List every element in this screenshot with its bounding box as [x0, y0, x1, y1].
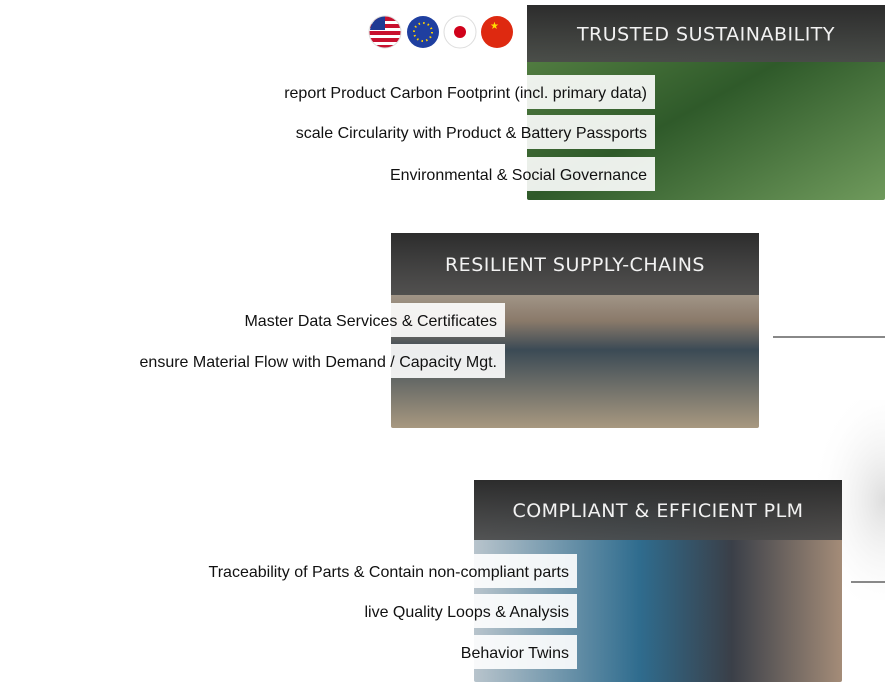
item-text: scale Circularity with Product & Battery…: [296, 125, 647, 142]
flag-eu: [407, 16, 439, 48]
item-text: Behavior Twins: [461, 645, 569, 662]
section-title: TRUSTED SUSTAINABILITY: [576, 24, 835, 46]
section-title: COMPLIANT & EFFICIENT PLM: [512, 500, 803, 522]
item-text: live Quality Loops & Analysis: [364, 604, 569, 621]
item-text: Environmental & Social Governance: [390, 167, 647, 184]
item-text: ensure Material Flow with Demand / Capac…: [140, 354, 497, 371]
section: COMPLIANT & EFFICIENT PLM Traceability of…: [201, 480, 842, 682]
section: TRUSTED SUSTAINABILITY report Product Car…: [276, 5, 885, 200]
flag-us: [369, 16, 401, 48]
item-text: Traceability of Parts & Contain non-comp…: [209, 564, 569, 581]
section: RESILIENT SUPPLY-CHAINS Master Data Servi…: [132, 233, 759, 428]
section-title: RESILIENT SUPPLY-CHAINS: [445, 254, 705, 276]
item-text: Master Data Services & Certificates: [244, 313, 497, 330]
item-text: report Product Carbon Footprint (incl. p…: [284, 85, 647, 102]
svg-text:★: ★: [490, 21, 499, 32]
flag-cn: ★: [481, 16, 513, 48]
flag-jp: [444, 16, 476, 48]
slide: ★ TRUSTED SUSTAINABILITY report Product C…: [0, 0, 885, 682]
